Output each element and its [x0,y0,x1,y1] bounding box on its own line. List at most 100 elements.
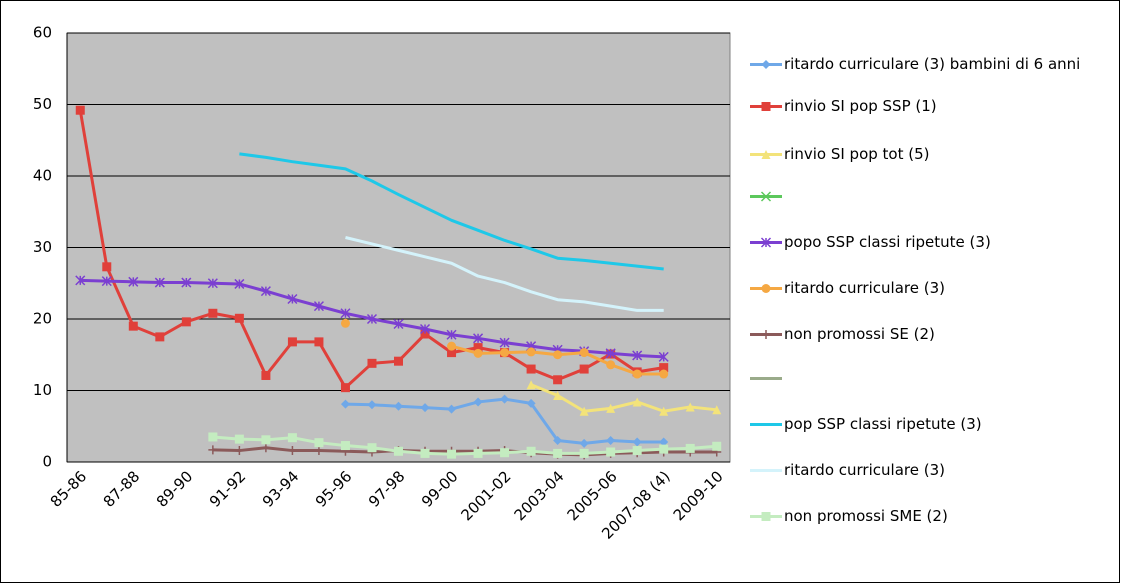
legend-swatch [750,423,782,426]
marker [261,443,271,453]
marker [367,358,377,368]
legend-swatch [750,284,782,293]
legend-item: ritardo curriculare (3) [748,462,1104,479]
marker [685,402,695,412]
marker [632,369,642,379]
marker [526,380,536,390]
legend-label: non promossi SME (2) [784,507,948,525]
marker [261,370,271,380]
legend-label: popo SSP classi ripetute (3) [784,233,991,251]
marker [553,350,563,360]
marker [579,448,589,458]
marker [658,351,669,362]
marker [340,318,350,328]
marker [712,405,722,415]
legend-label: rinvio SI pop SSP (1) [784,97,937,115]
legend-swatch [750,512,782,521]
legend-swatch [750,60,782,69]
legend-label: ritardo curriculare (3) [784,461,945,479]
series-line [345,236,664,312]
y-tick-label: 60 [33,24,52,42]
marker [761,330,771,339]
marker [606,436,616,446]
legend-swatch [750,102,782,111]
marker [526,347,536,357]
marker [606,360,616,370]
marker [340,399,350,409]
marker [181,317,191,327]
y-tick-label: 30 [33,238,52,256]
marker [102,262,112,272]
marker [234,313,244,323]
y-tick-label: 40 [33,167,52,185]
marker [261,435,271,445]
legend-item: rinvio SI pop SSP (1) [748,98,1104,115]
marker [760,237,772,248]
marker [553,436,563,446]
y-tick-label: 50 [33,95,52,113]
marker [313,301,324,312]
marker [181,277,192,288]
marker [101,276,112,287]
legend-swatch [750,330,782,339]
marker [553,375,563,385]
marker [154,277,165,288]
marker [500,394,510,404]
marker [659,369,669,379]
legend-swatch [750,377,782,380]
marker [500,348,510,358]
marker [761,102,771,111]
marker [208,445,218,455]
marker [553,448,563,458]
marker [420,329,430,339]
marker [366,313,378,325]
marker [632,446,642,456]
series-line [239,152,664,271]
marker [314,446,324,456]
legend-label: ritardo curriculare (3) [784,279,945,297]
legend-item: popo SSP classi ripetute (3) [748,234,1104,251]
marker [606,447,616,457]
marker [75,275,86,286]
marker [579,348,589,358]
marker [446,329,457,340]
marker [761,60,771,69]
marker [394,401,403,411]
series-line [530,383,717,413]
marker [260,286,271,297]
marker [340,441,350,451]
marker [419,323,431,335]
marker [632,437,642,447]
marker [207,278,218,289]
legend-swatch [750,191,782,202]
marker [367,400,377,410]
marker [760,191,772,202]
marker [394,446,403,456]
marker [447,449,457,459]
y-tick-label: 10 [33,381,52,399]
legend-item: non promossi SE (2) [748,326,1104,343]
legend-item: non promossi SME (2) [748,508,1104,525]
marker [208,308,218,318]
marker [632,397,642,407]
marker [526,446,536,456]
marker [473,448,483,458]
marker [553,391,563,401]
marker [447,341,457,351]
marker [287,433,297,443]
marker [499,337,510,348]
marker [420,448,430,458]
marker [420,403,430,413]
marker [606,403,616,413]
marker [75,105,85,115]
marker [632,350,643,361]
marker [287,293,298,305]
marker [287,337,297,347]
marker [128,321,138,331]
marker [155,332,165,342]
marker [314,337,324,347]
marker [685,443,695,453]
marker [340,383,350,393]
y-tick-label: 0 [42,453,52,471]
